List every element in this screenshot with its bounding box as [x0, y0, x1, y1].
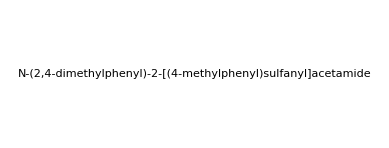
Text: N-(2,4-dimethylphenyl)-2-[(4-methylphenyl)sulfanyl]acetamide: N-(2,4-dimethylphenyl)-2-[(4-methylpheny… — [18, 69, 371, 79]
